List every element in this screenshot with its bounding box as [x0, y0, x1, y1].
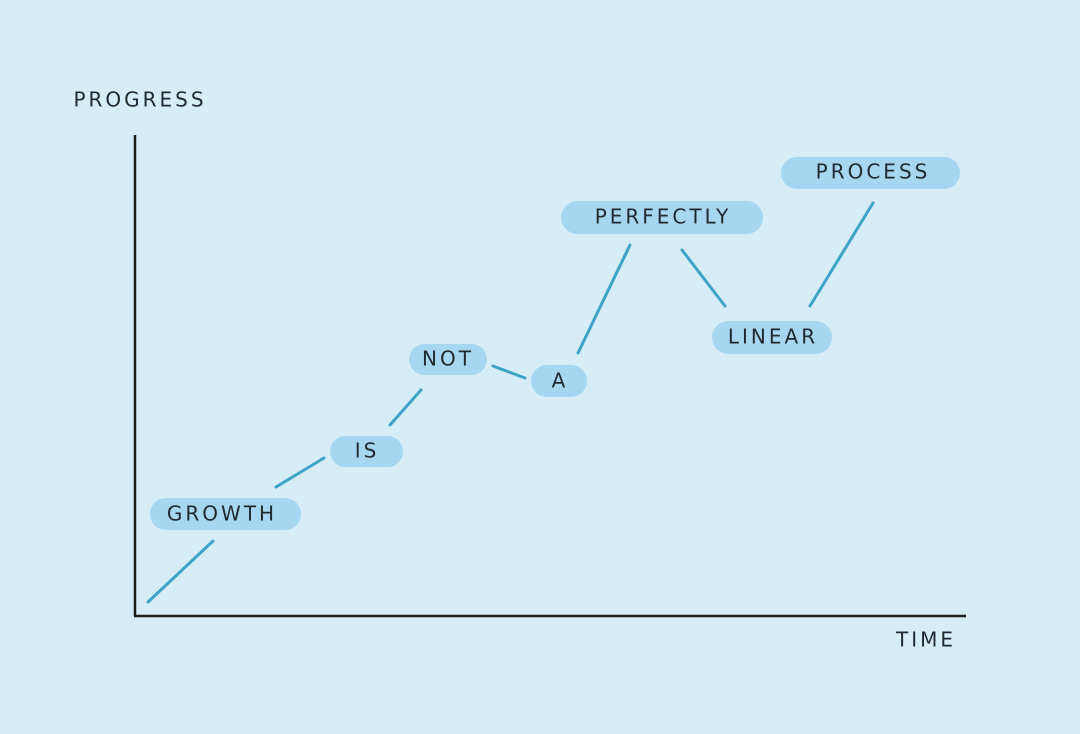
node-label: PERFECTLY — [595, 205, 732, 229]
node-label: PROCESS — [816, 160, 931, 184]
connector — [491, 364, 527, 380]
node-pill — [781, 157, 960, 189]
node-label: LINEAR — [728, 325, 818, 349]
connector — [576, 243, 632, 355]
connector — [680, 248, 727, 308]
node-label: IS — [355, 439, 380, 463]
connector — [388, 388, 423, 427]
node-pill — [409, 344, 487, 375]
connectors — [146, 201, 875, 604]
node: LINEAR — [712, 321, 832, 354]
node-pill — [330, 436, 403, 467]
connector — [808, 201, 875, 308]
node: NOT — [409, 344, 487, 375]
node-pill — [150, 498, 301, 530]
node-label: GROWTH — [167, 502, 277, 526]
node-pill — [561, 201, 763, 234]
node-pill — [531, 365, 587, 397]
node: IS — [330, 436, 403, 467]
y-axis-label: PROGRESS — [73, 88, 206, 112]
connector — [146, 539, 215, 604]
node: PROCESS — [781, 157, 960, 189]
node: A — [531, 365, 587, 397]
connector — [274, 456, 326, 489]
node: PERFECTLY — [561, 201, 763, 234]
x-axis-label: TIME — [895, 628, 956, 652]
node-label: A — [552, 369, 569, 393]
node-pill — [712, 321, 832, 354]
node-label: NOT — [422, 347, 474, 371]
node: GROWTH — [150, 498, 301, 530]
